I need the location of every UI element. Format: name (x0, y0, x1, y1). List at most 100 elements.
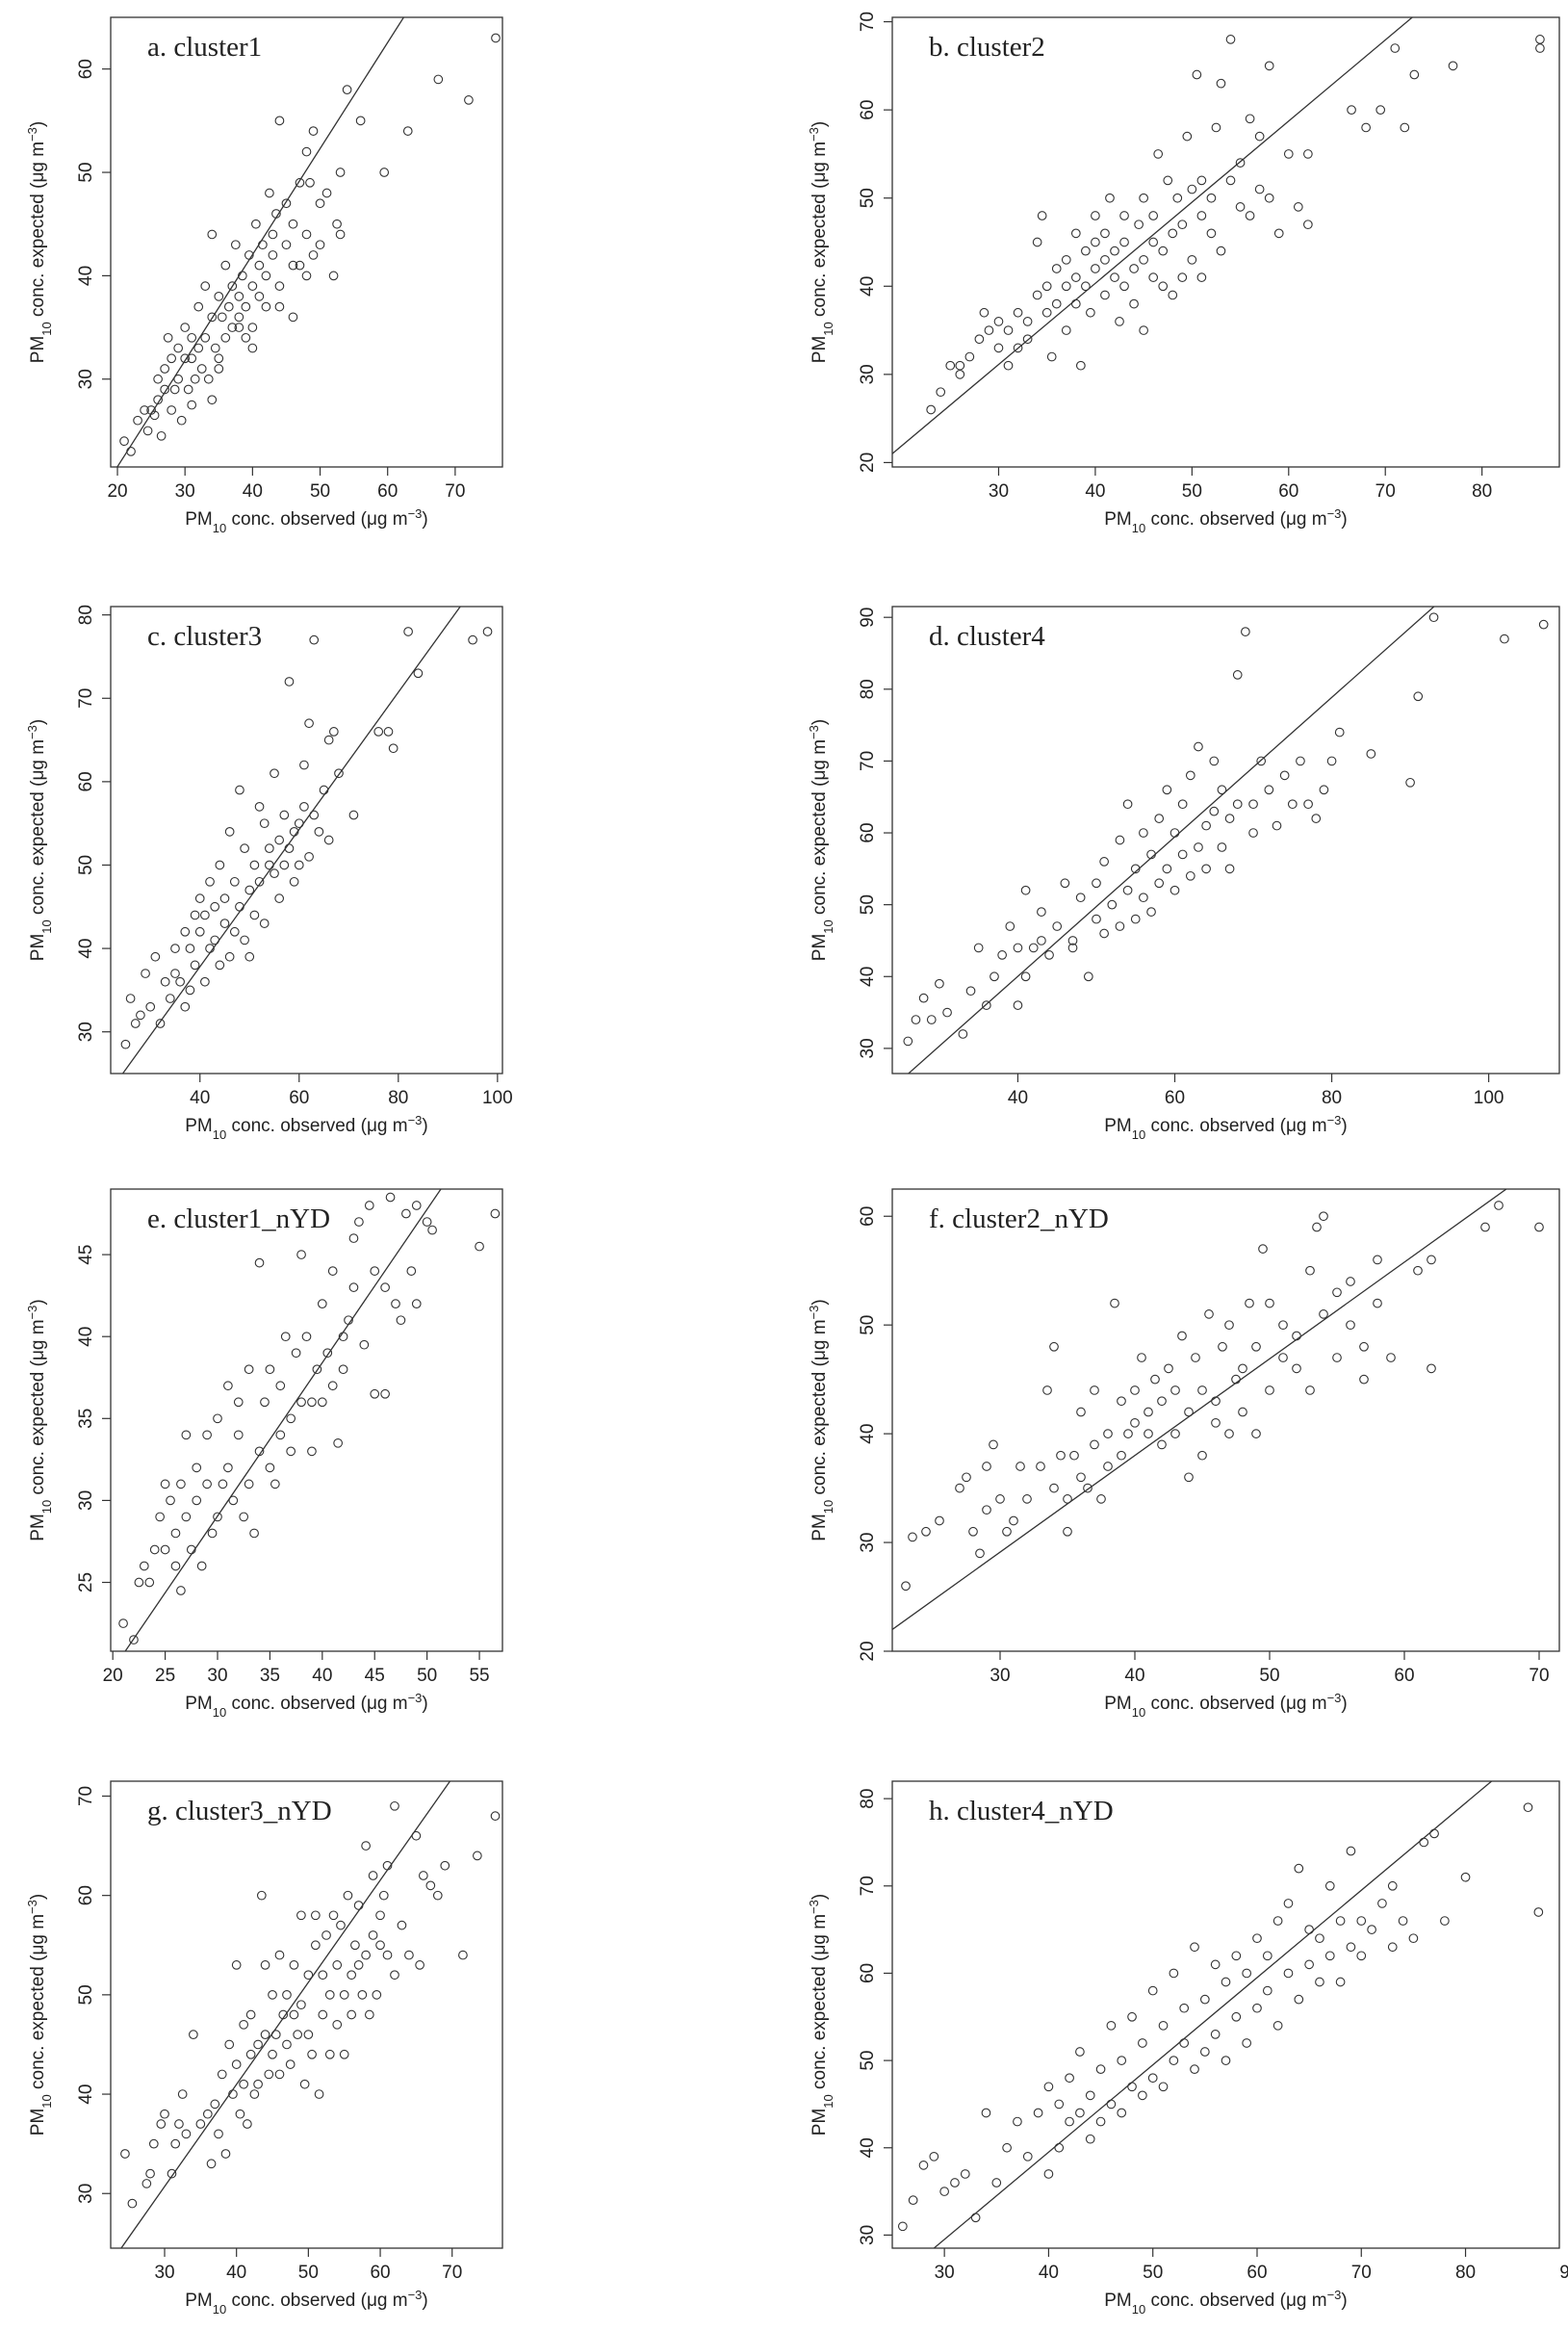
data-point (1032, 290, 1042, 300)
data-point (139, 1561, 149, 1571)
y-tick-label: 50 (76, 162, 96, 182)
y-tick-label: 60 (858, 1206, 878, 1227)
data-point (357, 1990, 368, 2000)
data-point (433, 74, 444, 85)
data-point (1535, 35, 1545, 44)
data-point (1224, 814, 1235, 823)
data-point (1201, 864, 1211, 874)
y-tick-label: 30 (858, 364, 878, 384)
data-point (1245, 114, 1255, 124)
data-point (244, 1364, 254, 1375)
data-point (1117, 2108, 1127, 2118)
x-tick-label: 80 (1322, 1088, 1342, 1108)
y-axis-label: PM10 conc. expected (μg m−3) (807, 1299, 835, 1540)
data-point (265, 1364, 275, 1375)
x-tick-label: 30 (990, 1666, 1010, 1686)
data-point (228, 2089, 238, 2099)
data-point (1085, 2134, 1095, 2144)
x-axis-label: PM10 conc. observed (μg m−3) (1104, 506, 1347, 535)
data-point (1242, 1968, 1252, 1979)
data-point (271, 209, 281, 219)
data-point (265, 860, 274, 870)
data-point (1061, 254, 1071, 265)
data-point (1110, 1298, 1119, 1308)
data-point (1279, 770, 1290, 781)
data-point (323, 835, 334, 845)
data-point (1278, 1353, 1288, 1362)
data-point (1231, 1951, 1242, 1961)
y-tick-label: 20 (858, 453, 878, 473)
data-point (202, 2109, 213, 2119)
panel-title: g. cluster3_nYD (147, 1796, 332, 1826)
y-tick-label: 60 (858, 822, 878, 842)
panel-title: d. cluster4 (929, 621, 1045, 652)
x-tick-label: 100 (1474, 1088, 1504, 1108)
data-point (361, 1841, 371, 1851)
data-point (979, 307, 990, 318)
data-point (1197, 1450, 1207, 1461)
data-point (1248, 799, 1258, 810)
data-point (348, 1233, 359, 1243)
data-point (1332, 1287, 1342, 1298)
data-point (1083, 971, 1093, 982)
x-tick-label: 40 (243, 481, 263, 502)
data-point (1070, 272, 1081, 282)
data-point (190, 374, 200, 384)
plot-frame (110, 1188, 503, 1652)
data-point (359, 1339, 370, 1350)
data-point (310, 1940, 321, 1951)
data-point (170, 969, 180, 978)
data-point (1051, 298, 1062, 309)
data-point (1115, 317, 1124, 326)
data-point (1032, 237, 1042, 247)
x-tick-label: 60 (1165, 1088, 1185, 1108)
data-point (210, 935, 220, 945)
data-point (1044, 950, 1054, 960)
data-point (995, 1494, 1005, 1504)
data-point (1129, 264, 1139, 273)
data-point (119, 436, 129, 447)
data-point (1028, 943, 1039, 953)
data-point (224, 951, 235, 962)
data-point (284, 677, 295, 686)
data-point (235, 901, 244, 912)
data-point (1130, 914, 1141, 924)
data-point (296, 1910, 306, 1921)
x-tick-label: 50 (417, 1666, 437, 1686)
data-point (1409, 69, 1420, 80)
data-point (344, 1315, 353, 1326)
data-point (214, 353, 224, 364)
data-point (1225, 35, 1236, 44)
data-point (411, 1830, 422, 1841)
data-point (338, 1332, 348, 1342)
data-point (1332, 1353, 1342, 1362)
x-axis-label: PM10 conc. observed (μg m−3) (1104, 1691, 1347, 1720)
reference-line (121, 607, 461, 1074)
data-point (964, 351, 975, 362)
data-point (1373, 1255, 1382, 1265)
data-point (244, 951, 255, 962)
data-point (129, 1635, 139, 1644)
data-point (1146, 907, 1156, 917)
data-point (911, 1015, 921, 1024)
data-point (1162, 864, 1172, 874)
y-axis-label: PM10 conc. expected (μg m−3) (25, 1299, 54, 1540)
data-point (1054, 2099, 1065, 2110)
x-tick-label: 30 (207, 1666, 227, 1686)
data-point (464, 95, 474, 105)
data-point (328, 727, 339, 737)
data-point (163, 332, 173, 343)
data-point (1150, 1374, 1160, 1385)
data-point (965, 986, 976, 997)
data-point (1224, 864, 1235, 874)
data-point (281, 198, 292, 209)
data-point (413, 668, 424, 679)
data-point (239, 2079, 249, 2089)
data-point (1218, 1341, 1227, 1352)
data-point (350, 1940, 360, 1951)
y-tick-label: 50 (858, 188, 878, 208)
data-point (312, 1364, 322, 1375)
data-point (1095, 2116, 1106, 2127)
data-point (240, 935, 249, 945)
data-point (918, 993, 929, 1003)
